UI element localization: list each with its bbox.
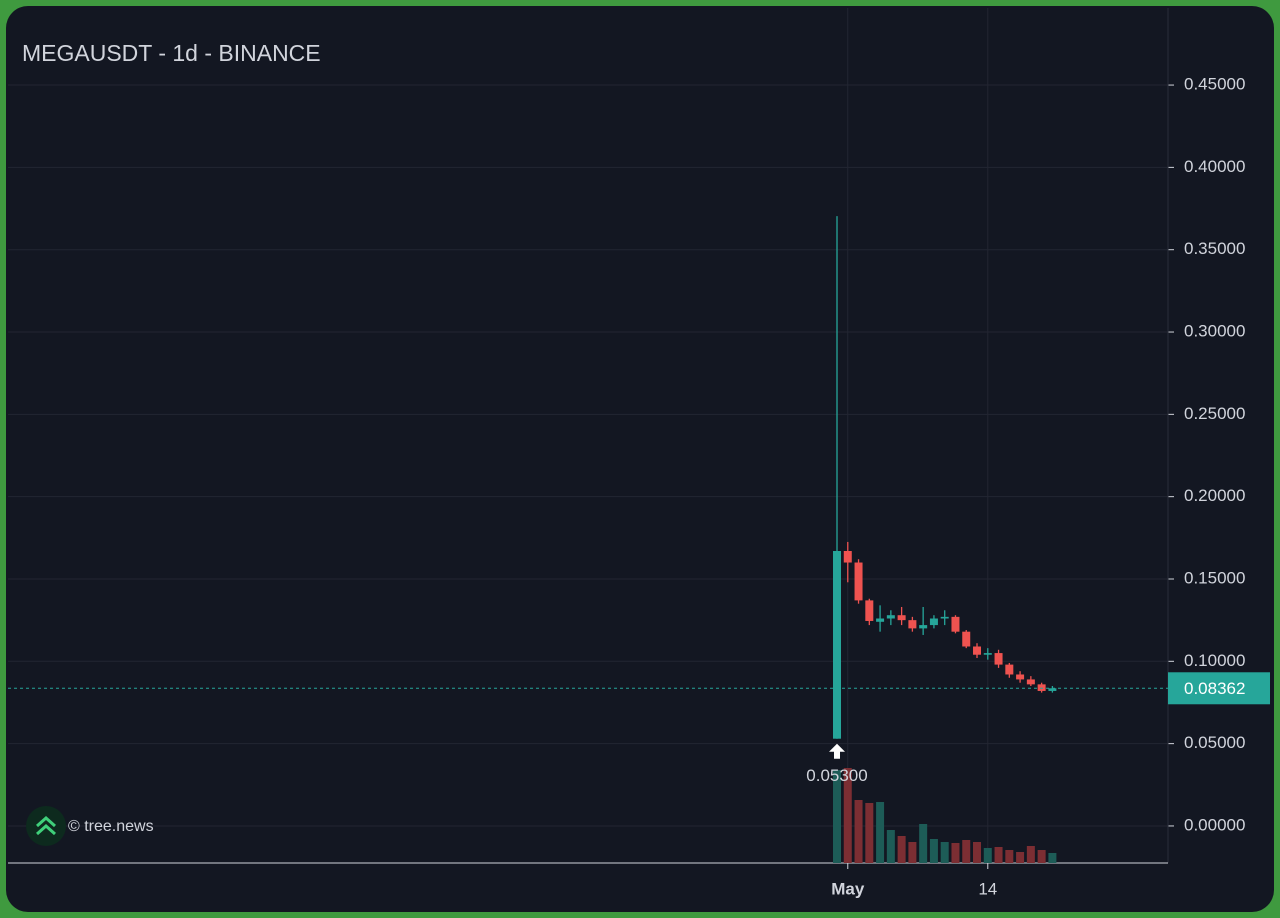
y-tick-label: 0.15000: [1184, 568, 1245, 587]
candle-body: [876, 618, 885, 622]
logo-icon: [36, 815, 56, 836]
y-tick-label: 0.30000: [1184, 322, 1245, 341]
volume-bar: [962, 840, 971, 863]
candle-body: [1048, 688, 1057, 691]
volume-bar: [843, 768, 852, 863]
last-price-label: 0.08362: [1184, 679, 1245, 698]
volume-bar: [1048, 853, 1057, 863]
volume-bar: [929, 839, 938, 863]
y-tick-label: 0.00000: [1184, 815, 1245, 834]
candle-body: [1016, 674, 1025, 680]
candle-body: [973, 646, 982, 655]
x-tick-label: May: [831, 879, 865, 898]
x-tick-label: 14: [978, 879, 997, 898]
candle-body: [843, 550, 852, 563]
candle-body: [940, 616, 949, 619]
last-price-box: [1168, 672, 1270, 705]
y-tick-label: 0.10000: [1184, 651, 1245, 670]
y-tick-label: 0.25000: [1184, 404, 1245, 423]
volume-bar: [1037, 850, 1046, 863]
volume-bar: [951, 843, 960, 863]
volume-bar: [1005, 850, 1014, 863]
volume-bar: [973, 842, 982, 863]
volume-bar: [908, 842, 917, 863]
candle-body: [833, 550, 841, 739]
volume-bar: [865, 803, 874, 863]
volume-bar: [886, 830, 895, 863]
candle-body: [951, 616, 960, 632]
candle-body: [929, 618, 938, 626]
y-tick-label: 0.40000: [1184, 157, 1245, 176]
volume-bar: [1026, 846, 1035, 863]
volume-bar: [983, 848, 992, 863]
candle-body: [1037, 684, 1046, 691]
volume-bar: [876, 802, 885, 863]
candle-body: [1005, 664, 1014, 675]
low-annotation-label: 0.05300: [806, 766, 867, 785]
volume-bar: [919, 824, 928, 863]
candle-body: [994, 653, 1003, 665]
candle-body: [854, 562, 863, 601]
candle-body: [962, 631, 971, 647]
y-tick-label: 0.20000: [1184, 486, 1245, 505]
candle-body: [1026, 679, 1035, 685]
y-tick-label: 0.35000: [1184, 239, 1245, 258]
watermark: © tree.news: [68, 818, 154, 835]
candle-body: [897, 615, 906, 621]
panel: [6, 6, 1274, 912]
grid: [8, 8, 1174, 869]
marks: [8, 216, 1168, 863]
volume-bar: [940, 842, 949, 863]
chart-title: MEGAUSDT - 1d - BINANCE: [22, 40, 321, 66]
candle-body: [865, 600, 874, 621]
candle-body: [886, 615, 895, 619]
volume-bar: [994, 847, 1003, 863]
candle-body: [919, 625, 928, 629]
candle-body: [908, 620, 917, 629]
volume-bar: [854, 800, 863, 863]
y-tick-label: 0.45000: [1184, 75, 1245, 94]
y-tick-label: 0.05000: [1184, 733, 1245, 752]
volume-bar: [833, 770, 841, 863]
low-arrow: [829, 743, 845, 759]
volume-bar: [1016, 852, 1025, 863]
volume-bar: [897, 836, 906, 863]
candle-body: [983, 653, 992, 655]
